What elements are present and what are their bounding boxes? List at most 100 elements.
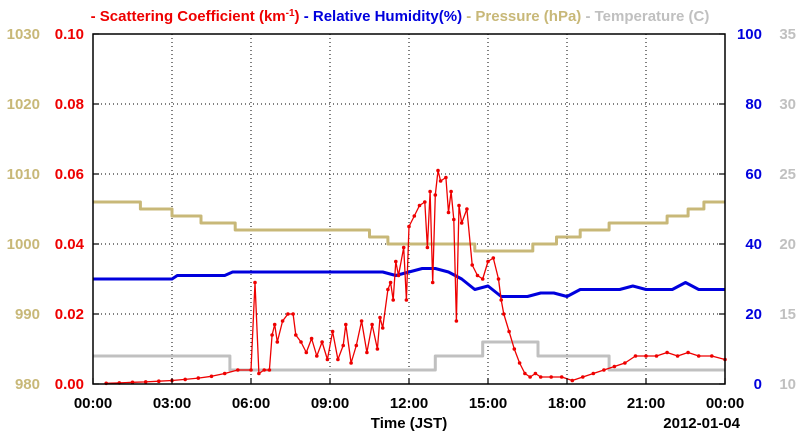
legend-scattering-tail: ) (295, 8, 300, 25)
scattering-point (407, 224, 411, 229)
scattering-point (452, 217, 456, 222)
humidity-series-line (93, 267, 725, 298)
scattering-point (644, 354, 648, 358)
temperature-tick-label: 30 (779, 96, 796, 113)
scattering-point (436, 168, 440, 173)
scattering-point (475, 273, 480, 278)
legend-temperature-tail: C) (694, 8, 710, 25)
legend-temperature: - Temperature ( (581, 8, 693, 25)
scattering-point (249, 368, 253, 372)
scattering-point (438, 179, 443, 183)
humidity-tick-label: 100 (737, 26, 762, 43)
scattering-point (315, 354, 319, 358)
scattering-point (465, 207, 469, 211)
scattering-point (275, 340, 280, 344)
scattering-point (143, 380, 148, 384)
scattering-point (209, 374, 214, 379)
scattering-point (623, 361, 627, 365)
legend-pressure: - Pressure (hPa) (462, 8, 581, 25)
scattering-point (549, 375, 553, 379)
scattering-point (336, 357, 340, 362)
scattering-point (533, 371, 538, 376)
scattering-point (423, 200, 427, 204)
scattering-point (486, 259, 490, 264)
scattering-point (370, 322, 374, 327)
scattering-point (404, 298, 409, 302)
x-tick-label: 18:00 (548, 395, 586, 412)
scattering-point (304, 350, 309, 355)
temperature-tick-label: 15 (779, 306, 796, 323)
scattering-point (665, 350, 669, 355)
scattering-point (349, 361, 353, 365)
scattering-axis: 0.00 0.02 0.04 0.06 0.08 0.10 (55, 26, 85, 393)
pressure-tick-label: 1020 (7, 96, 40, 113)
scattering-point (499, 298, 504, 302)
legend-humidity: - Relative Humidity(%) (300, 8, 463, 25)
scattering-point (388, 280, 393, 285)
scattering-point (291, 312, 295, 316)
scattering-point (591, 371, 596, 376)
scattering-point (365, 350, 369, 355)
scattering-point (654, 354, 659, 358)
scattering-point (130, 380, 135, 385)
scattering-point (710, 354, 714, 358)
scattering-point (480, 277, 485, 281)
scattering-point (470, 263, 475, 267)
humidity-tick-label: 0 (754, 376, 762, 393)
scattering-point (341, 343, 346, 348)
humidity-tick-label: 60 (745, 166, 762, 183)
scattering-point (417, 203, 422, 208)
scattering-point (696, 354, 701, 358)
scattering-point (183, 377, 187, 382)
scattering-point (344, 322, 348, 327)
scattering-point (309, 336, 314, 341)
x-tick-label: 06:00 (232, 395, 270, 412)
scattering-point (517, 361, 522, 365)
pressure-tick-label: 1030 (7, 26, 40, 43)
legend: - Scattering Coefficient (km-1) - Relati… (91, 8, 710, 26)
scattering-point (299, 340, 303, 344)
x-axis: 00:00 03:00 06:00 09:00 12:00 15:00 18:00 21:00… (74, 378, 744, 412)
scattering-point (425, 245, 430, 250)
scattering-point (430, 280, 435, 285)
x-tick-label: 12:00 (390, 395, 428, 412)
temperature-tick-label: 35 (779, 26, 796, 43)
scattering-point (412, 214, 417, 218)
scattering-point (330, 329, 335, 334)
scattering-point (491, 256, 496, 260)
pressure-tick-label: 1010 (7, 166, 40, 183)
x-tick-label: 00:00 (74, 395, 112, 412)
scattering-point (294, 333, 298, 337)
scattering-point (280, 319, 285, 323)
x-tick-label: 15:00 (469, 395, 507, 412)
scattering-point (602, 368, 606, 372)
pressure-tick-label: 1000 (7, 236, 40, 253)
scattering-point (286, 312, 290, 316)
temperature-series-line (93, 340, 725, 372)
scattering-point (444, 175, 448, 180)
scattering-point (633, 354, 638, 358)
pressure-tick-label: 990 (15, 306, 40, 323)
scattering-point (512, 347, 517, 351)
temperature-tick-label: 10 (779, 376, 796, 393)
scattering-point (612, 364, 617, 369)
scattering-point (375, 347, 380, 351)
scattering-point (262, 368, 267, 372)
scattering-point (222, 371, 227, 376)
scattering-point (523, 371, 527, 376)
scattering-point (391, 298, 396, 302)
scattering-point (459, 221, 464, 225)
scattering-tick-label: 0.02 (55, 306, 84, 323)
pressure-tick-label: 980 (15, 376, 40, 393)
scattering-point (253, 280, 257, 285)
pressure-axis: 980 990 1000 1010 1020 1030 (7, 26, 40, 393)
legend-scattering: - Scattering Coefficient (km (91, 8, 286, 25)
scattering-point (538, 375, 543, 379)
temperature-tick-label: 25 (779, 166, 796, 183)
scattering-point (359, 319, 364, 323)
scattering-point (581, 375, 585, 379)
pressure-series-line (93, 200, 725, 253)
x-tick-label: 03:00 (153, 395, 191, 412)
humidity-tick-label: 40 (745, 236, 762, 253)
